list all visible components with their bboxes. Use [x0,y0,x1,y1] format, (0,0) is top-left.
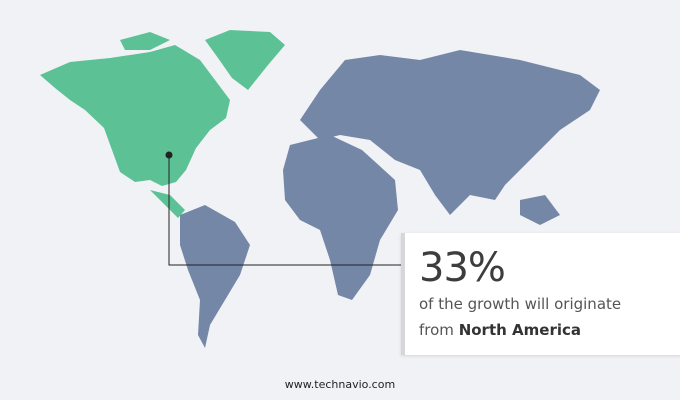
callout-line [168,155,401,266]
location-dot [165,151,173,159]
south-america [180,205,250,348]
growth-percent: 33% [419,245,506,291]
footer-url: www.technavio.com [284,378,396,391]
north-america-region [40,30,285,218]
highlight-card: 33% of the growth will originate from No… [401,233,680,355]
southeast-asia [520,195,560,225]
growth-region-line: from North America [419,321,581,339]
africa [283,135,398,300]
region-name: North America [458,321,581,339]
region-prefix: from [419,321,454,339]
growth-text: of the growth will originate [419,295,622,313]
eurasia [300,50,600,215]
